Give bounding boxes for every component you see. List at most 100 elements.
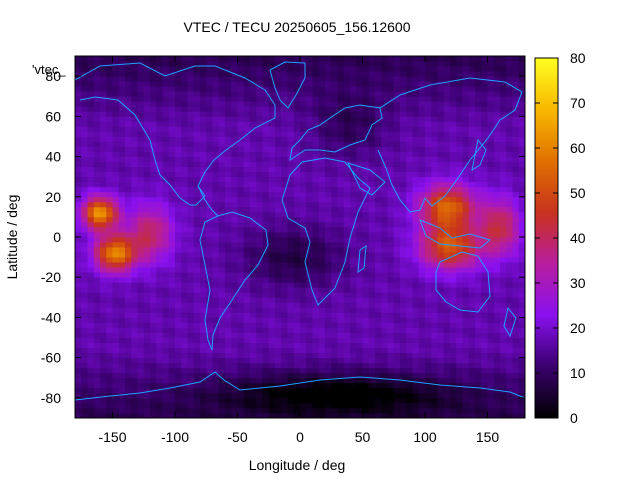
heatmap-cell <box>381 211 388 218</box>
heatmap-cell <box>456 282 463 288</box>
heatmap-cell <box>187 372 195 379</box>
heatmap-cell <box>256 111 263 117</box>
heatmap-cell <box>487 247 495 253</box>
heatmap-cell <box>87 176 95 183</box>
heatmap-cell <box>468 151 476 157</box>
heatmap-cell <box>150 111 157 117</box>
heatmap-cell <box>137 96 145 102</box>
heatmap-cell <box>87 166 95 173</box>
heatmap-cell <box>500 312 507 318</box>
heatmap-cell <box>431 362 438 369</box>
heatmap-cell <box>331 382 338 389</box>
heatmap-cell <box>468 332 476 338</box>
heatmap-cell <box>237 186 245 193</box>
heatmap-cell <box>250 146 257 152</box>
heatmap-cell <box>225 191 232 198</box>
heatmap-cell <box>75 66 82 72</box>
heatmap-cell <box>125 221 132 228</box>
heatmap-cell <box>431 156 438 162</box>
heatmap-cell <box>175 231 182 238</box>
heatmap-cell <box>337 191 345 198</box>
heatmap-cell <box>131 126 138 132</box>
heatmap-cell <box>393 262 401 268</box>
heatmap-cell <box>143 352 151 359</box>
heatmap-cell <box>481 322 488 328</box>
heatmap-cell <box>437 96 445 102</box>
heatmap-cell <box>406 297 413 303</box>
heatmap-cell <box>293 352 301 359</box>
heatmap-cell <box>312 171 320 178</box>
heatmap-cell <box>387 397 395 404</box>
heatmap-cell <box>337 181 345 188</box>
heatmap-cell <box>475 91 482 97</box>
heatmap-cell <box>487 347 495 354</box>
heatmap-cell <box>93 282 101 288</box>
heatmap-cell <box>487 397 495 404</box>
heatmap-cell <box>162 382 170 389</box>
heatmap-cell <box>125 362 132 369</box>
heatmap-cell <box>306 332 313 338</box>
heatmap-cell <box>275 237 282 243</box>
heatmap-cell <box>200 337 207 343</box>
heatmap-cell <box>118 176 126 183</box>
heatmap-cell <box>325 412 332 419</box>
heatmap-cell <box>137 181 145 188</box>
heatmap-cell <box>425 397 432 404</box>
heatmap-cell <box>362 116 370 122</box>
heatmap-cell <box>406 141 413 147</box>
heatmap-cell <box>112 81 120 87</box>
heatmap-cell <box>175 221 182 228</box>
heatmap-cell <box>506 377 513 384</box>
heatmap-cell <box>437 71 445 77</box>
heatmap-cell <box>368 171 376 178</box>
heatmap-cell <box>143 116 151 122</box>
heatmap-cell <box>431 312 438 318</box>
heatmap-cell <box>212 312 220 318</box>
heatmap-cell <box>150 166 157 173</box>
heatmap-cell <box>356 282 363 288</box>
heatmap-cell <box>462 342 470 349</box>
heatmap-cell <box>431 332 438 338</box>
heatmap-cell <box>362 352 370 359</box>
heatmap-cell <box>381 76 388 82</box>
heatmap-cell <box>356 86 363 92</box>
heatmap-cell <box>181 216 188 223</box>
heatmap-cell <box>243 272 251 278</box>
heatmap-cell <box>118 116 126 122</box>
heatmap-cell <box>243 352 251 359</box>
heatmap-cell <box>131 307 138 313</box>
heatmap-cell <box>350 402 357 409</box>
heatmap-cell <box>275 392 282 399</box>
heatmap-cell <box>387 111 395 117</box>
heatmap-cell <box>106 362 113 369</box>
heatmap-cell <box>231 277 238 283</box>
heatmap-cell <box>218 106 226 112</box>
heatmap-cell <box>343 387 351 394</box>
heatmap-cell <box>293 151 301 157</box>
heatmap-cell <box>200 131 207 137</box>
heatmap-cell <box>506 387 513 394</box>
heatmap-cell <box>343 121 351 127</box>
heatmap-cell <box>300 357 307 364</box>
heatmap-cell <box>162 392 170 399</box>
heatmap-cell <box>75 267 82 273</box>
heatmap-cell <box>212 242 220 248</box>
heatmap-cell <box>356 267 363 273</box>
heatmap-cell <box>368 377 376 384</box>
heatmap-cell <box>381 151 388 157</box>
heatmap-cell <box>468 402 476 409</box>
heatmap-cell <box>425 86 432 92</box>
heatmap-cell <box>468 352 476 359</box>
heatmap-cell <box>162 377 170 384</box>
heatmap-cell <box>331 136 338 142</box>
heatmap-cell <box>356 407 363 414</box>
heatmap-cell <box>487 237 495 243</box>
heatmap-cell <box>475 231 482 238</box>
heatmap-cell <box>306 136 313 142</box>
heatmap-cell <box>287 201 295 208</box>
heatmap-cell <box>331 362 338 369</box>
heatmap-cell <box>343 412 351 419</box>
heatmap-cell <box>393 121 401 127</box>
heatmap-cell <box>143 66 151 72</box>
heatmap-cell <box>418 267 426 273</box>
